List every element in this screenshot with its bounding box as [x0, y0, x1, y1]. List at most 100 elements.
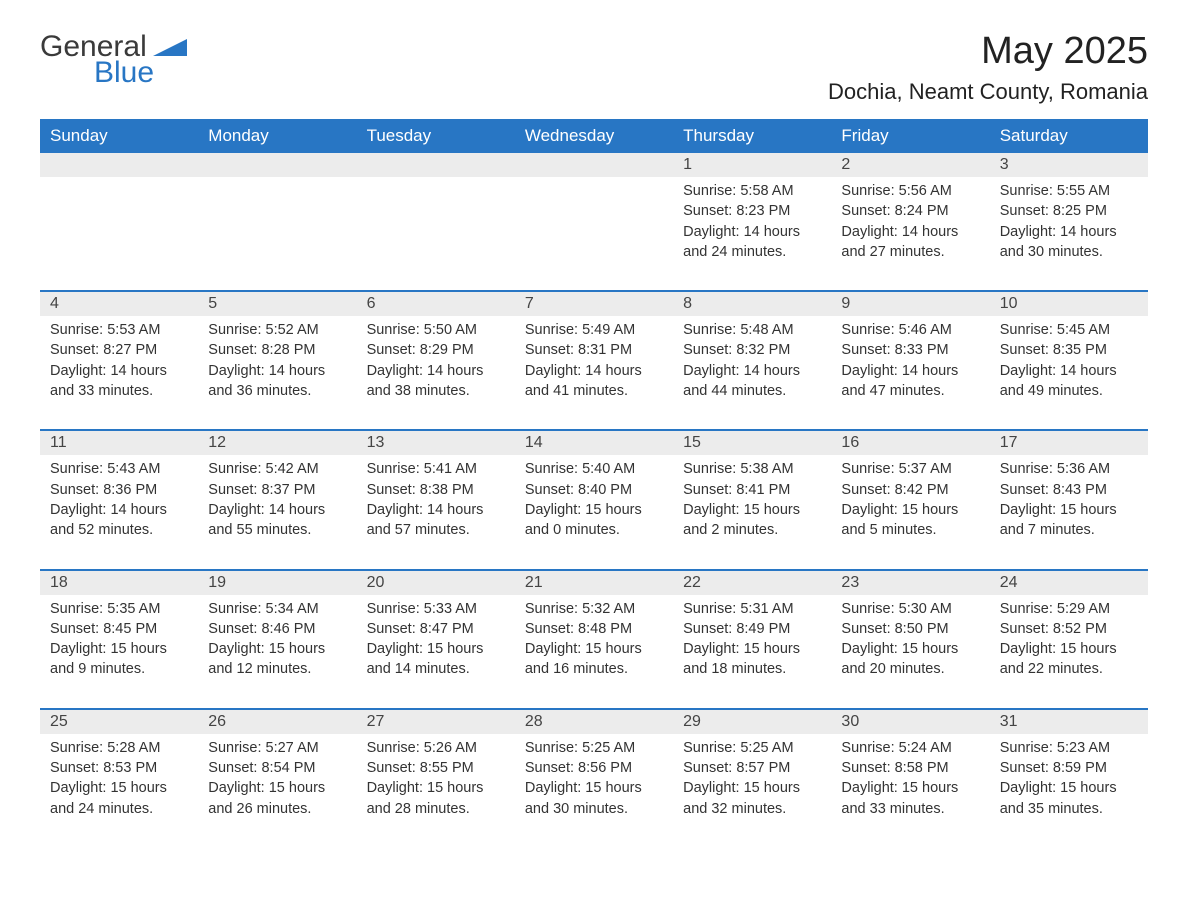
sunrise-text: Sunrise: 5:27 AM — [208, 738, 346, 758]
day-number: 27 — [357, 710, 515, 734]
month-title: May 2025 — [828, 30, 1148, 73]
day-number: 1 — [673, 153, 831, 177]
sunrise-text: Sunrise: 5:46 AM — [841, 320, 979, 340]
day-details — [40, 177, 198, 290]
sunset-text: Sunset: 8:43 PM — [1000, 480, 1138, 500]
day-number: 5 — [198, 292, 356, 316]
weekday-header: Wednesday — [515, 119, 673, 153]
weekday-header: Monday — [198, 119, 356, 153]
day-number: 4 — [40, 292, 198, 316]
day-details: Sunrise: 5:32 AMSunset: 8:48 PMDaylight:… — [515, 595, 673, 708]
sunrise-text: Sunrise: 5:56 AM — [841, 181, 979, 201]
daylight-text: Daylight: 15 hours and 33 minutes. — [841, 778, 979, 819]
sunrise-text: Sunrise: 5:37 AM — [841, 459, 979, 479]
sunset-text: Sunset: 8:25 PM — [1000, 201, 1138, 221]
day-number: 31 — [990, 710, 1148, 734]
day-details: Sunrise: 5:58 AMSunset: 8:23 PMDaylight:… — [673, 177, 831, 290]
sunrise-text: Sunrise: 5:40 AM — [525, 459, 663, 479]
daylight-text: Daylight: 15 hours and 22 minutes. — [1000, 639, 1138, 680]
daylight-text: Daylight: 15 hours and 2 minutes. — [683, 500, 821, 541]
day-details: Sunrise: 5:49 AMSunset: 8:31 PMDaylight:… — [515, 316, 673, 429]
day-details: Sunrise: 5:26 AMSunset: 8:55 PMDaylight:… — [357, 734, 515, 827]
sunrise-text: Sunrise: 5:25 AM — [525, 738, 663, 758]
day-details: Sunrise: 5:43 AMSunset: 8:36 PMDaylight:… — [40, 455, 198, 568]
weekday-header-row: Sunday Monday Tuesday Wednesday Thursday… — [40, 119, 1148, 153]
day-number: 12 — [198, 431, 356, 455]
weekday-header: Friday — [831, 119, 989, 153]
sunrise-text: Sunrise: 5:43 AM — [50, 459, 188, 479]
day-details-row: Sunrise: 5:58 AMSunset: 8:23 PMDaylight:… — [40, 177, 1148, 290]
sunset-text: Sunset: 8:58 PM — [841, 758, 979, 778]
day-details: Sunrise: 5:56 AMSunset: 8:24 PMDaylight:… — [831, 177, 989, 290]
day-number: 15 — [673, 431, 831, 455]
logo-triangle-icon — [153, 36, 187, 61]
day-details: Sunrise: 5:46 AMSunset: 8:33 PMDaylight:… — [831, 316, 989, 429]
sunrise-text: Sunrise: 5:30 AM — [841, 599, 979, 619]
daylight-text: Daylight: 14 hours and 36 minutes. — [208, 361, 346, 402]
day-number: 25 — [40, 710, 198, 734]
day-details: Sunrise: 5:41 AMSunset: 8:38 PMDaylight:… — [357, 455, 515, 568]
sunrise-text: Sunrise: 5:53 AM — [50, 320, 188, 340]
weekday-header: Thursday — [673, 119, 831, 153]
day-number: 20 — [357, 571, 515, 595]
daylight-text: Daylight: 15 hours and 7 minutes. — [1000, 500, 1138, 541]
day-number: 23 — [831, 571, 989, 595]
day-details: Sunrise: 5:25 AMSunset: 8:57 PMDaylight:… — [673, 734, 831, 827]
day-number: 26 — [198, 710, 356, 734]
daylight-text: Daylight: 14 hours and 38 minutes. — [367, 361, 505, 402]
daylight-text: Daylight: 15 hours and 24 minutes. — [50, 778, 188, 819]
sunset-text: Sunset: 8:31 PM — [525, 340, 663, 360]
day-details: Sunrise: 5:33 AMSunset: 8:47 PMDaylight:… — [357, 595, 515, 708]
sunset-text: Sunset: 8:24 PM — [841, 201, 979, 221]
daylight-text: Daylight: 15 hours and 35 minutes. — [1000, 778, 1138, 819]
day-details: Sunrise: 5:35 AMSunset: 8:45 PMDaylight:… — [40, 595, 198, 708]
day-number-row: 123 — [40, 153, 1148, 177]
day-details: Sunrise: 5:23 AMSunset: 8:59 PMDaylight:… — [990, 734, 1148, 827]
sunset-text: Sunset: 8:27 PM — [50, 340, 188, 360]
calendar-grid: Sunday Monday Tuesday Wednesday Thursday… — [40, 119, 1148, 827]
day-number: 17 — [990, 431, 1148, 455]
daylight-text: Daylight: 15 hours and 30 minutes. — [525, 778, 663, 819]
day-number: 10 — [990, 292, 1148, 316]
day-details: Sunrise: 5:37 AMSunset: 8:42 PMDaylight:… — [831, 455, 989, 568]
sunrise-text: Sunrise: 5:49 AM — [525, 320, 663, 340]
daylight-text: Daylight: 14 hours and 44 minutes. — [683, 361, 821, 402]
day-number-row: 25262728293031 — [40, 710, 1148, 734]
sunset-text: Sunset: 8:28 PM — [208, 340, 346, 360]
day-details-row: Sunrise: 5:35 AMSunset: 8:45 PMDaylight:… — [40, 595, 1148, 708]
calendar-week: 45678910Sunrise: 5:53 AMSunset: 8:27 PMD… — [40, 290, 1148, 429]
daylight-text: Daylight: 15 hours and 28 minutes. — [367, 778, 505, 819]
daylight-text: Daylight: 14 hours and 27 minutes. — [841, 222, 979, 263]
sunset-text: Sunset: 8:23 PM — [683, 201, 821, 221]
daylight-text: Daylight: 15 hours and 18 minutes. — [683, 639, 821, 680]
day-number: 29 — [673, 710, 831, 734]
day-details: Sunrise: 5:25 AMSunset: 8:56 PMDaylight:… — [515, 734, 673, 827]
day-details — [515, 177, 673, 290]
day-details — [198, 177, 356, 290]
sunrise-text: Sunrise: 5:36 AM — [1000, 459, 1138, 479]
weekday-header: Tuesday — [357, 119, 515, 153]
sunrise-text: Sunrise: 5:38 AM — [683, 459, 821, 479]
day-details: Sunrise: 5:53 AMSunset: 8:27 PMDaylight:… — [40, 316, 198, 429]
sunrise-text: Sunrise: 5:28 AM — [50, 738, 188, 758]
sunrise-text: Sunrise: 5:31 AM — [683, 599, 821, 619]
sunset-text: Sunset: 8:36 PM — [50, 480, 188, 500]
daylight-text: Daylight: 15 hours and 0 minutes. — [525, 500, 663, 541]
sunset-text: Sunset: 8:54 PM — [208, 758, 346, 778]
sunset-text: Sunset: 8:35 PM — [1000, 340, 1138, 360]
day-number: 8 — [673, 292, 831, 316]
sunset-text: Sunset: 8:49 PM — [683, 619, 821, 639]
day-number: 24 — [990, 571, 1148, 595]
day-details: Sunrise: 5:55 AMSunset: 8:25 PMDaylight:… — [990, 177, 1148, 290]
daylight-text: Daylight: 14 hours and 55 minutes. — [208, 500, 346, 541]
sunrise-text: Sunrise: 5:50 AM — [367, 320, 505, 340]
sunrise-text: Sunrise: 5:32 AM — [525, 599, 663, 619]
day-details-row: Sunrise: 5:28 AMSunset: 8:53 PMDaylight:… — [40, 734, 1148, 827]
day-number: 22 — [673, 571, 831, 595]
day-number: 7 — [515, 292, 673, 316]
daylight-text: Daylight: 15 hours and 12 minutes. — [208, 639, 346, 680]
brand-blue: Blue — [94, 56, 154, 90]
day-number-row: 18192021222324 — [40, 571, 1148, 595]
sunset-text: Sunset: 8:47 PM — [367, 619, 505, 639]
sunset-text: Sunset: 8:32 PM — [683, 340, 821, 360]
